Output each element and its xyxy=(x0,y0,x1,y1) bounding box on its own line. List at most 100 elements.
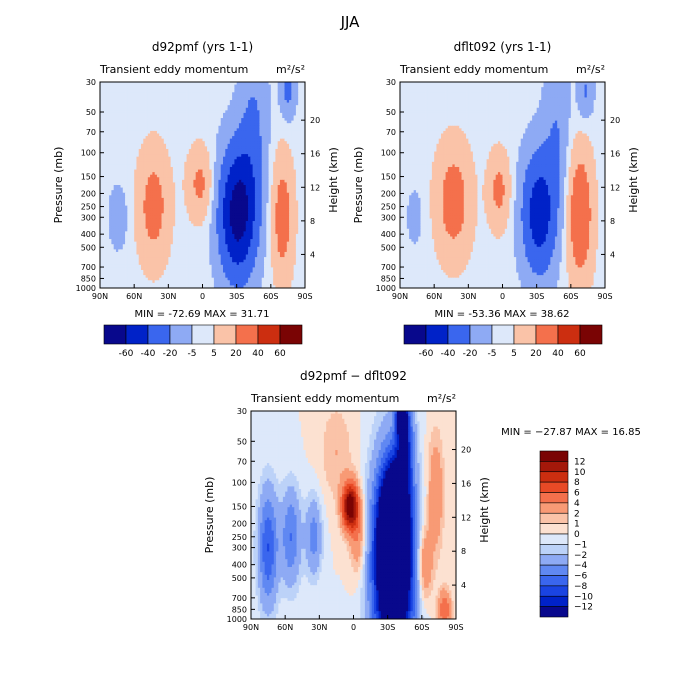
contour-cell xyxy=(143,159,146,162)
contour-cell xyxy=(275,190,278,193)
contour-cell xyxy=(189,90,192,93)
contour-cell xyxy=(225,97,228,100)
contour-cell xyxy=(280,157,283,160)
contour-cell xyxy=(296,175,299,178)
contour-cell xyxy=(230,90,233,93)
contour-cell xyxy=(223,198,226,201)
contour-cell xyxy=(300,105,303,108)
contour-cell xyxy=(168,136,171,139)
contour-cell xyxy=(232,188,235,191)
contour-cell xyxy=(200,95,203,98)
contour-cell xyxy=(241,95,244,98)
contour-cell xyxy=(159,159,162,162)
contour-cell xyxy=(127,141,130,144)
contour-cell xyxy=(221,206,224,209)
contour-cell xyxy=(253,190,256,193)
contour-cell xyxy=(218,218,221,221)
contour-cell xyxy=(282,95,285,98)
contour-cell xyxy=(127,167,130,170)
contour-cell xyxy=(209,103,212,106)
contour-cell xyxy=(168,211,171,214)
contour-cell xyxy=(123,149,126,152)
contour-cell xyxy=(212,85,215,88)
contour-cell xyxy=(250,126,253,129)
contour-cell xyxy=(221,103,224,106)
contour-cell xyxy=(173,206,176,209)
contour-cell xyxy=(107,108,110,111)
contour-cell xyxy=(296,177,299,180)
contour-cell xyxy=(189,87,192,90)
contour-cell xyxy=(273,159,276,162)
contour-cell xyxy=(232,203,235,206)
contour-cell xyxy=(171,103,174,106)
contour-cell xyxy=(193,211,196,214)
contour-cell xyxy=(230,92,233,95)
contour-cell xyxy=(300,188,303,191)
contour-cell xyxy=(141,221,144,224)
contour-cell xyxy=(200,144,203,147)
contour-cell xyxy=(287,103,290,106)
contour-cell xyxy=(250,139,253,142)
contour-cell xyxy=(198,95,201,98)
contour-cell xyxy=(271,211,274,214)
contour-cell xyxy=(182,144,185,147)
contour-cell xyxy=(209,97,212,100)
contour-cell xyxy=(150,134,153,137)
contour-cell xyxy=(241,198,244,201)
contour-cell xyxy=(168,144,171,147)
contour-cell xyxy=(121,198,124,201)
contour-cell xyxy=(118,123,121,126)
contour-cell xyxy=(234,144,237,147)
contour-cell xyxy=(193,126,196,129)
contour-cell xyxy=(234,146,237,149)
contour-cell xyxy=(241,146,244,149)
contour-cell xyxy=(205,167,208,170)
contour-cell xyxy=(262,108,265,111)
contour-cell xyxy=(118,103,121,106)
contour-cell xyxy=(198,136,201,139)
contour-cell xyxy=(148,203,151,206)
contour-cell xyxy=(232,172,235,175)
contour-cell xyxy=(294,136,297,139)
contour-cell xyxy=(223,175,226,178)
contour-cell xyxy=(168,200,171,203)
contour-cell xyxy=(246,87,249,90)
contour-cell xyxy=(273,90,276,93)
contour-cell xyxy=(184,141,187,144)
contour-cell xyxy=(159,216,162,219)
contour-cell xyxy=(212,177,215,180)
contour-cell xyxy=(193,110,196,113)
contour-cell xyxy=(102,211,105,214)
contour-cell xyxy=(173,218,176,221)
contour-cell xyxy=(157,216,160,219)
contour-cell xyxy=(296,206,299,209)
contour-cell xyxy=(275,157,278,160)
contour-cell xyxy=(198,198,201,201)
contour-cell xyxy=(205,154,208,157)
contour-cell xyxy=(264,146,267,149)
contour-cell xyxy=(255,164,258,167)
contour-cell xyxy=(141,95,144,98)
contour-cell xyxy=(157,213,160,216)
contour-cell xyxy=(246,206,249,209)
contour-cell xyxy=(182,121,185,124)
contour-cell xyxy=(177,182,180,185)
contour-cell xyxy=(107,164,110,167)
contour-cell xyxy=(171,213,174,216)
contour-cell xyxy=(139,144,142,147)
contour-cell xyxy=(205,200,208,203)
contour-cell xyxy=(109,157,112,160)
contour-cell xyxy=(287,144,290,147)
contour-cell xyxy=(193,149,196,152)
contour-cell xyxy=(162,200,165,203)
contour-cell xyxy=(107,100,110,103)
contour-cell xyxy=(121,182,124,185)
contour-cell xyxy=(234,167,237,170)
contour-cell xyxy=(291,159,294,162)
contour-cell xyxy=(232,128,235,131)
contour-cell xyxy=(171,146,174,149)
contour-cell xyxy=(266,211,269,214)
contour-cell xyxy=(121,188,124,191)
contour-cell xyxy=(271,200,274,203)
contour-cell xyxy=(191,213,194,216)
